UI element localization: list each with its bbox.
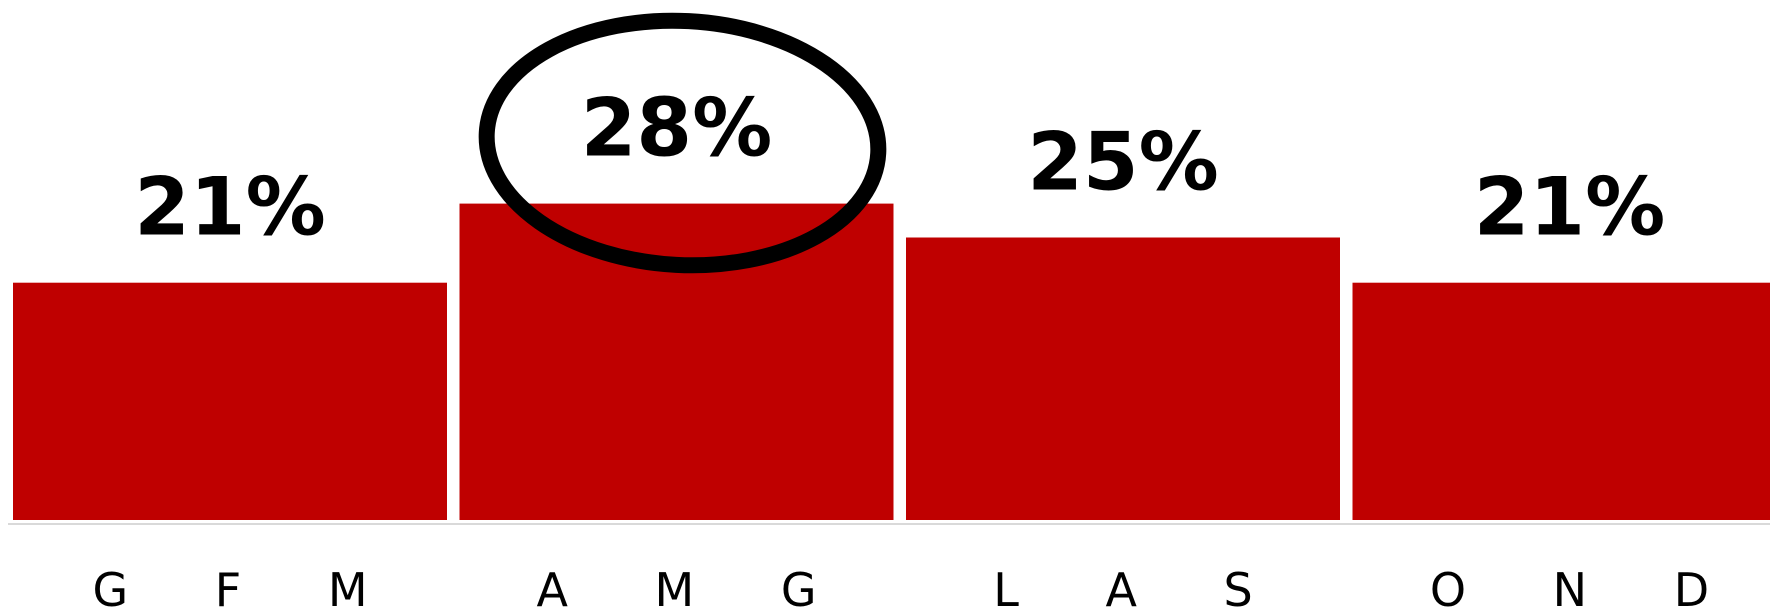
category-label-a-m-g: A M G: [536, 563, 852, 612]
data-label-o-n-d: 21%: [1474, 161, 1665, 254]
category-label-o-n-d: O N D: [1430, 563, 1745, 612]
bar-l-a-s: [906, 237, 1340, 520]
bar-g-f-m: [13, 282, 447, 520]
category-label-g-f-m: G F M: [92, 563, 403, 612]
bars-layer: [13, 203, 1770, 520]
category-label-l-a-s: L A S: [993, 563, 1289, 612]
highlight-ellipse: [478, 12, 887, 274]
data-label-l-a-s: 25%: [1027, 116, 1218, 209]
value-labels-layer: 21% 28% 25% 21%: [134, 82, 1665, 254]
bar-o-n-d: [1352, 282, 1770, 520]
bar-a-m-g: [459, 203, 894, 520]
data-label-g-f-m: 21%: [134, 161, 325, 254]
data-label-a-m-g: 28%: [581, 82, 772, 175]
